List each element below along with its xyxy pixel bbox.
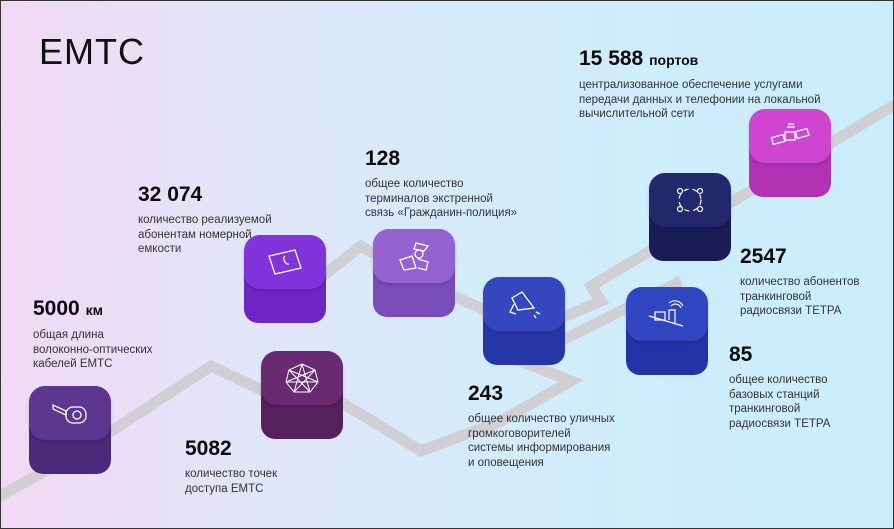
network-icon [285, 363, 319, 393]
route-segment-lower [1, 276, 684, 502]
police-officer-icon [399, 242, 430, 271]
stat-value: 5082 [185, 437, 232, 460]
stat-value: 85 [729, 343, 753, 366]
stat-value: 5000 [33, 297, 80, 320]
stat-description: централизованное обеспечение услугами пе… [579, 79, 821, 120]
cube-base-stations [626, 287, 708, 375]
stat-loudspeakers: 243 общее количество уличных громкоговор… [468, 382, 615, 470]
satellite-icon [770, 123, 810, 146]
people-circle-icon [676, 187, 704, 213]
cube-access-points [261, 351, 343, 439]
stat-value: 243 [468, 382, 504, 405]
stat-value: 15 588 [579, 47, 644, 70]
cube-loudspeakers [483, 277, 565, 365]
base-station-icon [648, 300, 684, 327]
stat-base-stations: 85 общее количество базовых станций тран… [729, 343, 830, 431]
stat-number-capacity: 32 074 количество реализуемой абонентам … [138, 183, 272, 257]
cube-number-capacity [244, 235, 326, 323]
stat-value: 2547 [740, 245, 787, 268]
stat-description: количество абонентов транкинговой радиос… [740, 276, 860, 317]
stat-description: количество точек доступа ЕМТС [185, 468, 278, 495]
stat-description: общее количество базовых станций транкин… [729, 374, 831, 430]
megaphone-icon [509, 291, 541, 319]
stat-value: 32 074 [138, 183, 203, 206]
stat-value: 128 [365, 147, 401, 170]
cube-tetra-subscribers [649, 173, 731, 261]
stat-unit: км [85, 302, 103, 318]
stat-description: общее количество терминалов экстренной с… [365, 178, 518, 219]
stat-fiber-length: 5000 км общая длина волоконно-оптических… [33, 297, 153, 372]
stat-description: общая длина волоконно-оптических кабелей… [33, 329, 153, 370]
stat-access-points: 5082 количество точек доступа ЕМТС [185, 437, 277, 496]
stat-ports: 15 588 портов централизованное обеспечен… [579, 47, 821, 122]
stat-emergency-terminals: 128 общее количество терминалов экстренн… [365, 147, 517, 221]
page-title: ЕМТС [39, 31, 145, 72]
phone-book-icon [268, 249, 302, 275]
stat-unit: портов [649, 52, 699, 68]
cube-emergency-terminals [373, 229, 455, 317]
cube-fiber [29, 386, 111, 474]
stat-description: общее количество уличных громкоговорител… [468, 413, 615, 469]
cube-ports [749, 109, 831, 197]
stat-description: количество реализуемой абонентам номерно… [138, 214, 272, 255]
stat-tetra-subscribers: 2547 количество абонентов транкинговой р… [740, 245, 860, 319]
tape-measure-icon [52, 403, 87, 424]
